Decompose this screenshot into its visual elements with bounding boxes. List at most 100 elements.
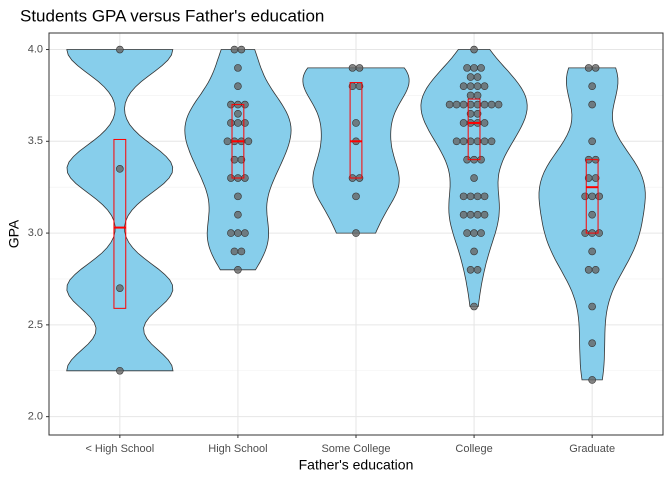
box — [585, 159, 599, 234]
violin — [538, 67, 646, 381]
point — [234, 82, 242, 91]
point — [234, 210, 242, 219]
violin — [66, 49, 174, 372]
point — [477, 229, 485, 237]
point — [241, 229, 249, 237]
box — [467, 98, 481, 161]
point — [352, 192, 360, 201]
box — [113, 138, 127, 309]
point — [591, 265, 600, 274]
point — [116, 366, 124, 375]
box — [349, 82, 363, 179]
point — [352, 119, 360, 127]
point — [588, 302, 596, 311]
point — [459, 82, 468, 91]
point — [237, 247, 246, 256]
point — [584, 64, 593, 72]
point — [473, 210, 482, 219]
x-tick-label: Some College — [321, 443, 390, 455]
point — [466, 210, 475, 219]
point — [459, 210, 468, 219]
y-tick-label: 3.0 — [28, 227, 43, 239]
point — [234, 192, 242, 201]
point — [480, 119, 489, 127]
point — [473, 91, 482, 100]
point — [591, 174, 600, 182]
point — [116, 165, 124, 173]
point — [445, 100, 454, 109]
point — [470, 229, 478, 237]
point — [234, 229, 242, 237]
point — [591, 64, 600, 72]
point — [480, 100, 489, 109]
point — [470, 247, 478, 256]
y-tick-label: 2.5 — [28, 319, 43, 331]
chart-title: Students GPA versus Father's education — [20, 6, 324, 25]
point — [487, 100, 496, 109]
point — [466, 265, 475, 274]
point — [237, 155, 246, 164]
point — [452, 137, 461, 146]
point — [470, 64, 478, 72]
point — [588, 376, 596, 384]
point — [588, 247, 596, 256]
point — [466, 91, 475, 100]
point — [230, 247, 239, 256]
violin — [302, 67, 410, 234]
point — [466, 192, 475, 201]
point — [494, 100, 503, 109]
point — [584, 265, 593, 274]
point — [588, 192, 596, 201]
point — [480, 137, 489, 146]
point — [459, 192, 468, 201]
point — [452, 100, 461, 109]
point — [352, 229, 360, 237]
point — [463, 64, 471, 72]
point — [480, 210, 489, 219]
point — [473, 265, 482, 274]
point — [480, 82, 489, 91]
point — [466, 82, 475, 91]
point — [237, 45, 246, 54]
point — [473, 192, 482, 201]
point — [234, 119, 242, 127]
point — [348, 64, 357, 72]
point — [230, 45, 239, 54]
point — [234, 265, 242, 274]
point — [470, 302, 478, 311]
point — [588, 100, 596, 109]
point — [473, 73, 482, 81]
y-tick-label: 3.5 — [28, 135, 43, 147]
point — [588, 210, 596, 219]
x-axis-label: Father's education — [299, 457, 414, 473]
point — [588, 339, 596, 348]
point — [116, 45, 124, 54]
point — [480, 192, 489, 201]
point — [588, 82, 596, 91]
point — [595, 192, 603, 201]
x-tick-label: < High School — [85, 443, 154, 455]
point — [588, 137, 596, 146]
point — [470, 45, 478, 54]
panel-border — [48, 32, 664, 436]
point — [466, 73, 475, 81]
point — [116, 284, 124, 292]
point — [223, 137, 232, 146]
y-axis-label: GPA — [6, 219, 22, 248]
point — [459, 119, 468, 127]
point — [355, 64, 364, 72]
point — [234, 109, 242, 118]
point — [459, 137, 468, 146]
x-tick-label: College — [455, 443, 492, 455]
x-tick-label: High School — [208, 443, 267, 455]
point — [459, 100, 468, 109]
point — [477, 64, 485, 72]
point — [487, 137, 496, 146]
x-tick-label: Graduate — [569, 443, 615, 455]
point — [227, 229, 235, 237]
point — [473, 82, 482, 91]
point — [473, 109, 482, 118]
point — [241, 119, 249, 127]
point — [227, 119, 235, 127]
